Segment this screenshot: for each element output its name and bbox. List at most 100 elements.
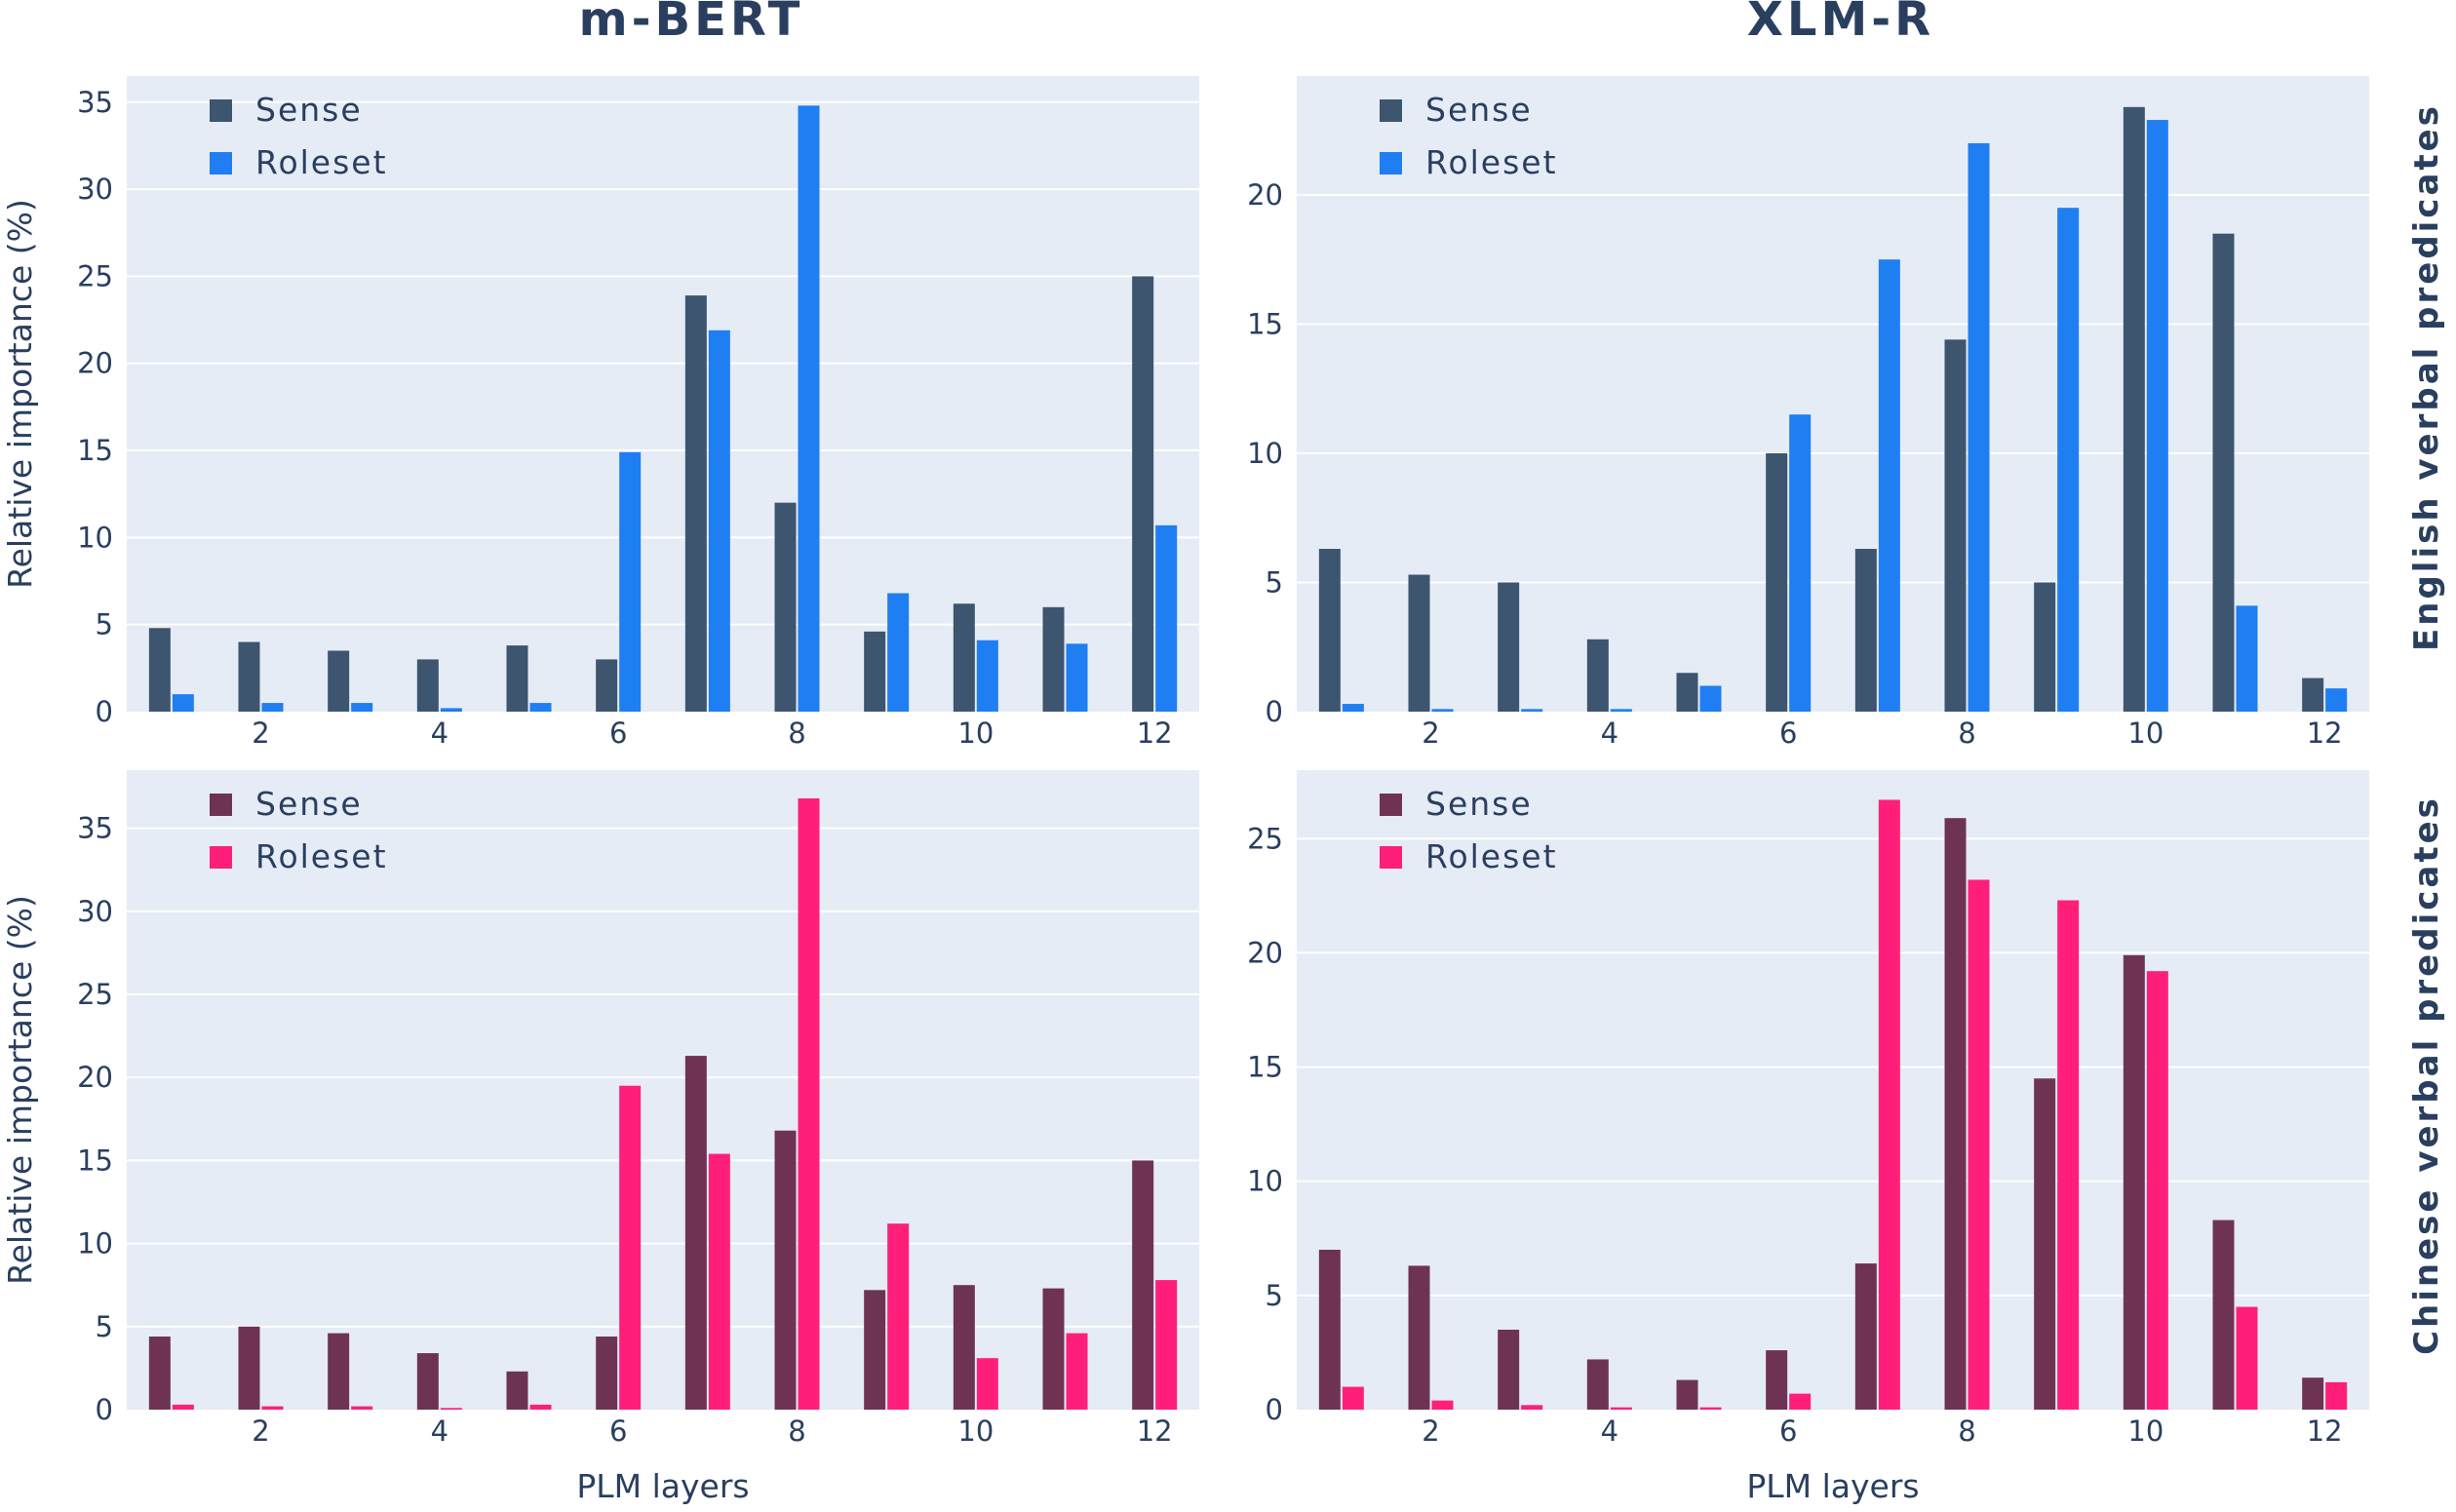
y-tick-label: 20 [1247,936,1283,969]
bar-sense-layer-12 [2302,1377,2324,1410]
bar-roleset-layer-12 [2325,1381,2348,1410]
bar-sense-layer-5 [1676,673,1698,712]
bar-sense-layer-10 [953,1285,975,1410]
row-title-chinese: Chinese verbal predicates [2407,795,2446,1355]
bar-roleset-layer-11 [1066,1333,1088,1410]
legend-swatch [1380,846,1402,869]
bar-roleset-layer-10 [976,1358,998,1410]
bar-sense-layer-12 [1132,1160,1154,1410]
y-tick-label: 10 [77,1227,113,1260]
x-tick-label: 8 [788,717,805,750]
column-title-mbert: m-BERT [579,0,804,47]
y-tick-label: 5 [1266,1279,1283,1312]
bar-sense-layer-7 [684,1056,707,1410]
bar-sense-layer-9 [864,631,886,712]
y-tick-label: 10 [1247,437,1283,470]
legend-swatch [210,152,232,174]
bar-roleset-layer-8 [1968,142,1990,712]
row-title-english: English verbal predicates [2407,103,2446,651]
x-tick-label: 6 [1779,1415,1797,1448]
legend-label: Sense [255,91,363,129]
bar-roleset-layer-2 [1431,1400,1454,1410]
x-tick-label: 12 [1137,1415,1173,1448]
x-axis-label: PLM layers [576,1467,749,1505]
legend-swatch [1380,99,1402,122]
y-tick-label: 25 [77,259,113,292]
bar-roleset-layer-8 [798,797,820,1410]
plot-area [1297,76,2369,712]
y-tick-label: 30 [77,173,113,206]
bar-roleset-layer-2 [261,703,284,712]
legend-swatch [210,846,232,869]
y-tick-label: 5 [1266,565,1283,599]
plot-area [127,770,1199,1410]
x-axis-label: PLM layers [1746,1467,1919,1505]
bar-sense-layer-10 [953,603,975,712]
bar-roleset-layer-5 [529,703,552,712]
legend-label: Sense [1425,785,1533,823]
bar-sense-layer-4 [1586,639,1609,712]
bar-sense-layer-2 [238,1326,260,1410]
bar-sense-layer-12 [1132,276,1154,712]
bar-roleset-layer-7 [708,1153,730,1410]
bar-roleset-layer-4 [440,1408,462,1410]
bar-roleset-layer-7 [1878,259,1900,712]
y-tick-label: 30 [77,895,113,928]
bar-roleset-layer-5 [529,1404,552,1410]
x-tick-label: 2 [1422,717,1439,750]
bar-sense-layer-10 [2123,106,2145,713]
x-tick-label: 4 [431,1415,448,1448]
bar-sense-layer-7 [1854,1263,1877,1410]
x-tick-label: 8 [1958,717,1975,750]
y-tick-label: 15 [1247,1051,1283,1084]
subplot-1: 0 5 10 15 20 25 30 35 2 4 6 8 10 12 Relative importanc… [1,76,1199,750]
bar-roleset-layer-6 [619,451,642,712]
x-tick-label: 8 [1958,1415,1975,1448]
bar-roleset-layer-4 [1610,709,1632,712]
bar-sense-layer-2 [1408,574,1430,712]
bar-sense-layer-11 [1042,606,1065,712]
y-tick-label: 20 [1247,178,1283,212]
legend-label: Sense [1425,91,1533,129]
bar-roleset-layer-1 [172,1404,194,1410]
legend: Sense Roleset [210,91,388,181]
bar-sense-layer-8 [1944,818,1967,1410]
bar-roleset-layer-9 [2057,900,2080,1410]
y-tick-label: 35 [77,812,113,845]
bar-roleset-layer-2 [261,1406,284,1410]
bar-roleset-layer-9 [887,1223,910,1410]
subplot-3: 0 5 10 15 20 25 30 35 2 4 6 8 10 12 Relative importanc… [1,770,1199,1505]
x-tick-label: 10 [2127,1415,2164,1448]
y-tick-label: 0 [96,1393,113,1426]
y-tick-label: 15 [77,1144,113,1177]
bar-roleset-layer-12 [1155,524,1178,712]
bar-roleset-layer-6 [619,1085,642,1410]
bar-sense-layer-3 [1498,582,1520,712]
legend-label: Roleset [255,143,388,181]
x-tick-label: 12 [1137,717,1173,750]
x-tick-label: 8 [788,1415,805,1448]
y-tick-label: 10 [1247,1165,1283,1198]
bar-roleset-layer-12 [1155,1280,1178,1410]
y-tick-label: 35 [77,86,113,119]
legend-label: Roleset [255,837,388,875]
bar-sense-layer-8 [1944,339,1967,712]
bar-sense-layer-6 [596,659,618,712]
bar-roleset-layer-3 [1521,1405,1543,1410]
bar-roleset-layer-5 [1699,685,1722,712]
legend: Sense Roleset [1380,785,1556,875]
legend: Sense Roleset [1380,91,1556,181]
bar-roleset-layer-7 [708,330,730,712]
bar-roleset-layer-10 [2146,971,2168,1410]
bar-sense-layer-3 [328,650,350,712]
legend-swatch [1380,152,1402,174]
bar-sense-layer-5 [1676,1379,1698,1410]
bar-sense-layer-8 [774,502,797,712]
x-tick-label: 10 [2127,717,2164,750]
bar-sense-layer-1 [1318,549,1341,712]
bar-sense-layer-9 [2034,1078,2056,1410]
bar-sense-layer-6 [596,1337,618,1410]
bar-sense-layer-9 [2034,582,2056,712]
bar-sense-layer-10 [2123,954,2145,1410]
y-tick-label: 20 [77,347,113,380]
